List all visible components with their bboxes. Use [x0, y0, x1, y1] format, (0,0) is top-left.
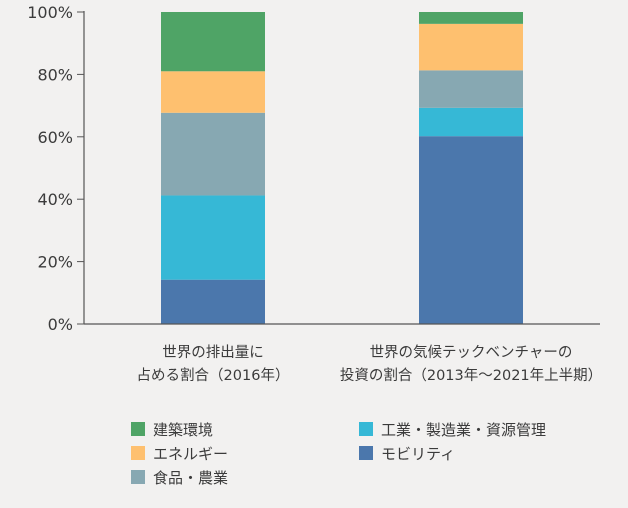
bar-segment [419, 107, 523, 137]
legend-label: 食品・農業 [153, 469, 228, 487]
bar-segment [419, 23, 523, 71]
legend-label: エネルギー [153, 445, 228, 463]
y-tick-label: 60% [37, 128, 73, 147]
bar-segment [161, 279, 265, 324]
legend-swatch [131, 446, 145, 460]
legend-swatch [359, 422, 373, 436]
legend-swatch [131, 470, 145, 484]
y-tick-label: 80% [37, 65, 73, 84]
x-category-label: 世界の気候テックベンチャーの [370, 344, 573, 361]
bar-segment [419, 12, 523, 24]
x-category-label: 占める割合（2016年） [137, 367, 290, 384]
bar-segment [161, 112, 265, 196]
bar-segment [161, 71, 265, 113]
bar-segment [419, 136, 523, 324]
bar-segment [419, 70, 523, 108]
x-category-label: 世界の排出量に [162, 344, 264, 361]
bar-segment [161, 12, 265, 72]
legend-label: 工業・製造業・資源管理 [381, 421, 546, 439]
y-tick-label: 100% [27, 3, 73, 22]
bar-segment [161, 195, 265, 280]
legend-swatch [131, 422, 145, 436]
x-category-label: 投資の割合（2013年〜2021年上半期） [340, 367, 602, 384]
y-tick-label: 0% [48, 315, 73, 334]
y-tick-label: 20% [37, 253, 73, 272]
y-tick-label: 40% [37, 190, 73, 209]
legend-label: モビリティ [381, 445, 455, 463]
legend-label: 建築環境 [153, 421, 213, 439]
legend-swatch [359, 446, 373, 460]
